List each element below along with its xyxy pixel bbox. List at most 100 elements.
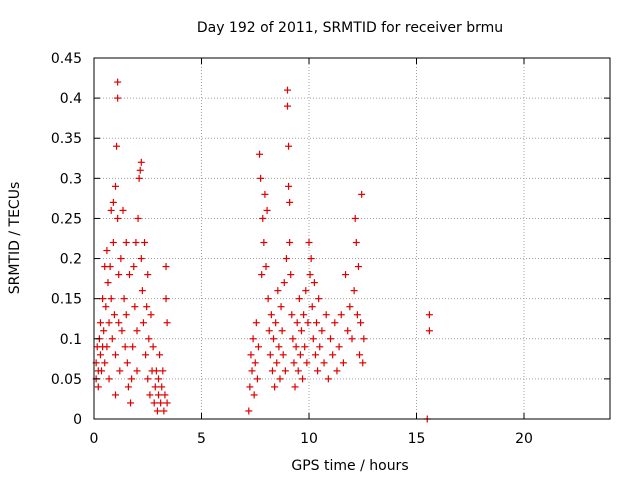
data-point-marker xyxy=(339,359,347,367)
x-tick-label: 20 xyxy=(515,431,533,447)
data-point-marker xyxy=(128,375,136,383)
data-point-marker xyxy=(112,351,119,359)
data-point-marker xyxy=(300,311,308,319)
data-point-marker xyxy=(115,319,123,327)
data-point-marker xyxy=(253,375,261,383)
data-point-marker xyxy=(350,287,358,295)
data-point-marker xyxy=(121,343,129,351)
data-point-marker xyxy=(282,255,290,263)
data-point-marker xyxy=(313,319,321,327)
data-point-marker xyxy=(152,367,160,375)
data-point-marker xyxy=(157,399,165,407)
data-point-marker xyxy=(258,271,266,279)
data-point-marker xyxy=(115,271,123,279)
data-point-marker xyxy=(142,351,150,359)
data-point-marker xyxy=(96,319,104,327)
data-point-marker xyxy=(324,375,332,383)
grid-lines xyxy=(94,58,610,419)
data-point-marker xyxy=(96,351,104,359)
data-point-marker xyxy=(247,351,255,359)
data-point-marker xyxy=(278,327,286,335)
data-point-marker xyxy=(304,319,312,327)
data-point-marker xyxy=(315,295,323,303)
data-point-marker xyxy=(106,263,114,271)
data-point-marker xyxy=(114,94,122,102)
data-point-marker xyxy=(155,375,162,383)
data-point-marker xyxy=(262,263,270,271)
data-point-marker xyxy=(124,383,132,391)
data-point-marker xyxy=(359,359,367,367)
data-point-marker xyxy=(285,182,293,190)
data-point-marker xyxy=(146,391,154,399)
data-point-marker xyxy=(299,375,307,383)
data-point-marker xyxy=(303,359,311,367)
data-point-marker xyxy=(264,295,272,303)
data-point-marker xyxy=(145,335,153,343)
data-point-marker xyxy=(270,335,278,343)
data-point-marker xyxy=(274,287,282,295)
plot-frame xyxy=(93,57,611,420)
data-point-marker xyxy=(327,335,334,343)
data-point-marker xyxy=(294,367,302,375)
data-point-marker xyxy=(133,367,141,375)
data-point-marker xyxy=(112,182,119,190)
data-point-marker xyxy=(109,239,117,247)
data-point-marker xyxy=(316,343,324,351)
data-point-marker xyxy=(110,311,118,319)
data-point-marker xyxy=(348,335,356,343)
y-axis-ticks: 0 0.05 0.1 0.15 0.2 0.25 0.3 0.35 0.4 0.45 xyxy=(51,51,610,428)
data-point-marker xyxy=(342,271,350,279)
data-point-marker xyxy=(295,295,303,303)
data-point-marker xyxy=(112,391,119,399)
data-point-marker xyxy=(120,295,128,303)
data-point-marker xyxy=(307,255,315,263)
data-point-marker xyxy=(150,399,158,407)
data-point-marker xyxy=(257,174,265,182)
data-point-marker xyxy=(161,391,169,399)
data-point-marker xyxy=(259,214,267,222)
y-tick-label: 0.2 xyxy=(60,252,82,268)
data-point-marker xyxy=(105,375,113,383)
data-point-marker xyxy=(149,343,157,351)
data-point-marker xyxy=(290,359,298,367)
data-point-marker xyxy=(279,351,287,359)
data-point-marker xyxy=(114,214,122,222)
data-point-marker xyxy=(276,375,284,383)
data-point-marker xyxy=(130,263,138,271)
data-point-marker xyxy=(333,367,341,375)
x-tick-label: 10 xyxy=(300,431,318,447)
y-tick-label: 0.1 xyxy=(60,332,82,348)
data-point-marker xyxy=(425,311,433,319)
data-point-marker xyxy=(309,335,317,343)
data-point-marker xyxy=(105,319,113,327)
data-point-marker xyxy=(301,343,309,351)
data-point-marker xyxy=(250,391,258,399)
data-point-marker xyxy=(107,295,115,303)
y-tick-label: 0.25 xyxy=(51,211,82,227)
y-tick-label: 0.45 xyxy=(51,51,82,67)
data-point-marker xyxy=(251,359,259,367)
data-point-marker xyxy=(286,239,294,247)
data-point-marker xyxy=(344,327,352,335)
data-point-marker xyxy=(136,166,144,174)
data-point-marker xyxy=(129,343,137,351)
data-point-marker xyxy=(119,206,127,214)
data-point-marker xyxy=(351,214,359,222)
data-point-marker xyxy=(107,206,115,214)
data-point-marker xyxy=(131,303,139,311)
data-point-marker xyxy=(352,239,360,247)
data-point-marker xyxy=(162,263,170,271)
y-tick-label: 0.4 xyxy=(60,91,82,107)
data-point-marker xyxy=(94,383,102,391)
data-point-marker xyxy=(132,239,140,247)
data-point-marker xyxy=(263,206,271,214)
y-tick-label: 0.15 xyxy=(51,292,82,308)
data-point-marker xyxy=(308,303,316,311)
data-point-marker xyxy=(249,335,257,343)
data-point-marker xyxy=(260,239,268,247)
data-point-marker xyxy=(104,279,112,287)
data-point-marker xyxy=(425,327,433,335)
data-point-marker xyxy=(159,367,167,375)
data-point-marker xyxy=(163,319,171,327)
